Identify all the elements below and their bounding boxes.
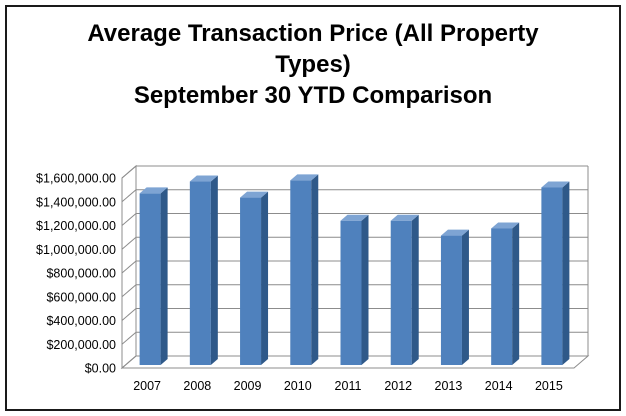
y-tick-label: $1,600,000.00 [36, 172, 116, 186]
bar-side [210, 175, 218, 365]
y-tick-label: $200,000.00 [46, 338, 116, 352]
x-tick-label: 2010 [284, 379, 312, 393]
bar-front [139, 193, 161, 365]
bar-top [491, 222, 520, 229]
bar-front [541, 187, 563, 365]
bar-top [541, 181, 570, 188]
bar-side [461, 229, 469, 365]
gridline [121, 284, 588, 298]
gridline [121, 213, 588, 226]
x-tick-label: 2013 [435, 379, 463, 393]
chart-title-line-3: September 30 YTD Comparison [133, 82, 493, 109]
bar-top [290, 174, 319, 181]
gridline [121, 308, 588, 321]
gridline [121, 331, 588, 345]
y-tick-label: $1,000,000.00 [36, 243, 116, 257]
x-tick-label: 2009 [234, 379, 262, 393]
chart-title-line-2: Types) [275, 51, 351, 78]
x-tick-label: 2007 [133, 379, 161, 393]
y-tick-label: $1,400,000.00 [36, 195, 116, 209]
gridline [121, 236, 588, 250]
gridline [121, 189, 588, 203]
bar-front [189, 181, 211, 365]
bar-side [361, 214, 369, 365]
bar-front [290, 180, 312, 365]
bar-side [160, 187, 168, 365]
y-tick-label: $600,000.00 [46, 290, 116, 304]
bar-top [340, 214, 369, 221]
bar-top [139, 187, 168, 194]
gridline [121, 260, 588, 274]
bar-side [311, 174, 319, 365]
bar-top [189, 175, 218, 182]
x-tick-label: 2008 [183, 379, 211, 393]
bar-front [240, 197, 262, 365]
chart-title-line-1: Average Transaction Price (All Property [87, 20, 539, 47]
bar-side [512, 222, 520, 365]
gridline [121, 165, 588, 179]
bar-front [390, 220, 412, 365]
bar-top [390, 214, 419, 221]
bar-top [240, 191, 269, 198]
bar-top [440, 229, 469, 236]
bar-side [562, 181, 570, 365]
bar-side [411, 214, 419, 365]
y-tick-label: $0.00 [85, 362, 116, 376]
bar-front [491, 228, 513, 365]
bar-front [440, 235, 462, 365]
x-tick-label: 2011 [335, 379, 362, 393]
chart-title: Average Transaction Price (All Property … [0, 18, 626, 111]
x-tick-label: 2014 [485, 379, 513, 393]
x-tick-label: 2012 [384, 379, 412, 393]
bar-side [261, 191, 269, 365]
bar-front [340, 220, 362, 365]
gridline [121, 355, 588, 369]
y-tick-label: $1,200,000.00 [36, 219, 116, 233]
y-tick-label: $400,000.00 [46, 314, 116, 328]
y-tick-label: $800,000.00 [46, 267, 116, 281]
x-tick-label: 2015 [535, 379, 563, 393]
